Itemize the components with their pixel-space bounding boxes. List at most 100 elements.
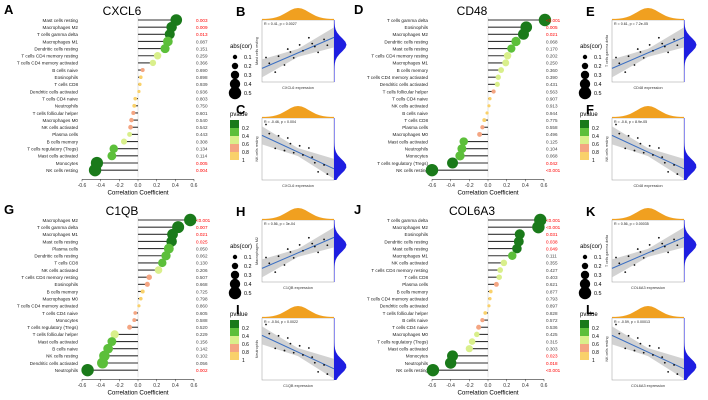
pvalue-label: 0.068 xyxy=(546,39,558,44)
scatter-point xyxy=(326,373,329,375)
lollipop-point xyxy=(127,324,133,330)
regression-line xyxy=(611,236,685,269)
legend-pvalue-label: 0.6 xyxy=(592,142,599,148)
pvalue-label: 0.308 xyxy=(196,139,208,144)
cell-type-label: T cells follicular helper xyxy=(383,311,429,316)
lollipop-point xyxy=(493,281,499,287)
density-top xyxy=(262,106,334,118)
pvalue-label: 0.496 xyxy=(546,132,558,137)
legend-abs-title: abs(cor) xyxy=(580,44,602,50)
legend-pvalue: pvalue 0.2 0.4 0.6 0.8 1 xyxy=(580,112,599,164)
scatter-point xyxy=(636,137,639,139)
legend-abs-cor: abs(cor) 0.1 0.2 0.3 0.4 0.5 xyxy=(578,44,602,100)
x-tick-label: 0.6 xyxy=(191,183,198,189)
scatter-point xyxy=(326,44,329,47)
scatter-point xyxy=(323,364,325,366)
pvalue-label: 0.229 xyxy=(196,332,208,337)
x-tick-label: -0.2 xyxy=(465,183,474,189)
legend-color-swatch xyxy=(230,128,239,136)
scatter-panel-f: F R = -0.6, p = 8.9e-05 CD48 expression NK … xyxy=(586,102,697,188)
legend-size-dot xyxy=(228,86,242,100)
cell-type-label: Neutrophils xyxy=(405,147,429,152)
legend-pvalue-label: 0.8 xyxy=(592,150,599,156)
scatter-point xyxy=(624,347,627,350)
pvalue-label: 0.427 xyxy=(546,268,558,273)
cell-type-label: Eosinophils xyxy=(405,232,429,237)
scatter-point xyxy=(624,71,627,73)
lollipop-point xyxy=(109,144,118,153)
pvalue-label: 0.151 xyxy=(196,46,208,51)
density-top xyxy=(612,306,684,318)
cell-type-label: Dendritic cells resting xyxy=(384,239,428,244)
scatter-point xyxy=(663,161,666,164)
legend-size-dot xyxy=(582,254,588,260)
scatter-point xyxy=(661,356,664,359)
pvalue-label: 0.170 xyxy=(546,46,558,51)
legend-size-dot xyxy=(580,270,590,280)
legend-abs-title: abs(cor) xyxy=(230,44,252,50)
correlation-annotation: R = -0.54, p = 0.0022 xyxy=(264,320,298,324)
lollipop-point xyxy=(491,89,496,94)
cell-type-label: Mast cells activated xyxy=(38,339,79,344)
scatter-panel-c: C R = -0.46, p = 0.004 CXCL6 expression NK … xyxy=(236,102,347,188)
x-tick-label: -0.2 xyxy=(115,183,124,189)
lollipop-point xyxy=(158,258,167,268)
cell-type-label: Mast cells activated xyxy=(388,347,429,352)
lollipop-point xyxy=(476,324,482,330)
lollipop-point xyxy=(500,259,508,267)
cell-type-label: T cells CD4 memory activated xyxy=(367,75,429,80)
legend-size-label: 0.1 xyxy=(244,255,252,261)
density-right xyxy=(684,20,697,82)
x-tick-label: 0.2 xyxy=(503,183,510,189)
cell-type-label: T cells CD4 memory activated xyxy=(17,61,79,66)
x-tick-label: 0.4 xyxy=(522,383,529,389)
scatter-point xyxy=(663,45,666,48)
legend-pvalue-label: 0.4 xyxy=(592,334,599,340)
legend-pvalue-label: 0.6 xyxy=(242,342,249,348)
cell-type-label: T cells CD8 xyxy=(404,275,428,280)
lollipop-point xyxy=(132,318,137,323)
lollipop-point xyxy=(127,131,133,137)
cell-type-label: T cells follicular helper xyxy=(33,332,79,337)
lollipop-point xyxy=(517,28,529,40)
legend-pvalue-label: 0.4 xyxy=(592,134,599,140)
scatter-point xyxy=(298,244,301,246)
scatter-point xyxy=(277,255,280,258)
cell-type-label: Plasma cells xyxy=(402,282,428,287)
pvalue-label: 0.013 xyxy=(196,32,208,37)
panel-letter: I xyxy=(236,302,240,317)
cell-type-label: Macrophages M1 xyxy=(393,254,429,259)
lollipop-point xyxy=(487,104,491,108)
scatter-point xyxy=(615,56,617,59)
legend-size-label: 0.3 xyxy=(244,73,252,79)
scatter-point xyxy=(307,147,310,149)
scatter-point xyxy=(673,164,675,166)
cell-type-label: T cells regulatory (Tregs) xyxy=(377,339,428,344)
lollipop-point xyxy=(138,296,143,301)
x-tick-label: 0.4 xyxy=(172,183,179,189)
density-top xyxy=(262,306,334,318)
cell-type-label: T cells gamma delta xyxy=(37,225,78,230)
pvalue-label: 0.315 xyxy=(546,339,558,344)
legend-pvalue: pvalue 0.2 0.4 0.6 0.8 1 xyxy=(580,312,599,364)
scatter-point xyxy=(286,337,289,339)
x-axis-title: CXCL6 expression xyxy=(282,86,314,90)
legend-size-dot xyxy=(230,70,240,80)
pvalue-label: 0.049 xyxy=(546,246,558,251)
pvalue-label: 0.725 xyxy=(196,289,208,294)
pvalue-label: 0.021 xyxy=(546,32,558,37)
pvalue-label: 0.003 xyxy=(196,18,208,23)
legend-color-swatch xyxy=(580,352,589,360)
pvalue-label: 0.605 xyxy=(196,311,208,316)
legend-pvalue-label: 0.8 xyxy=(242,150,249,156)
cell-type-label: B cells memory xyxy=(397,289,429,294)
x-tick-label: 0.6 xyxy=(541,383,548,389)
lollipop-point xyxy=(512,243,522,254)
scatter-point xyxy=(639,51,642,53)
scatter-point xyxy=(652,49,654,52)
scatter-point xyxy=(317,170,320,173)
legend-pvalue-title: pvalue xyxy=(230,112,248,118)
cell-type-label: Plasma cells xyxy=(52,246,78,251)
density-right xyxy=(684,118,697,180)
legend-size-label: 0.5 xyxy=(244,91,252,97)
